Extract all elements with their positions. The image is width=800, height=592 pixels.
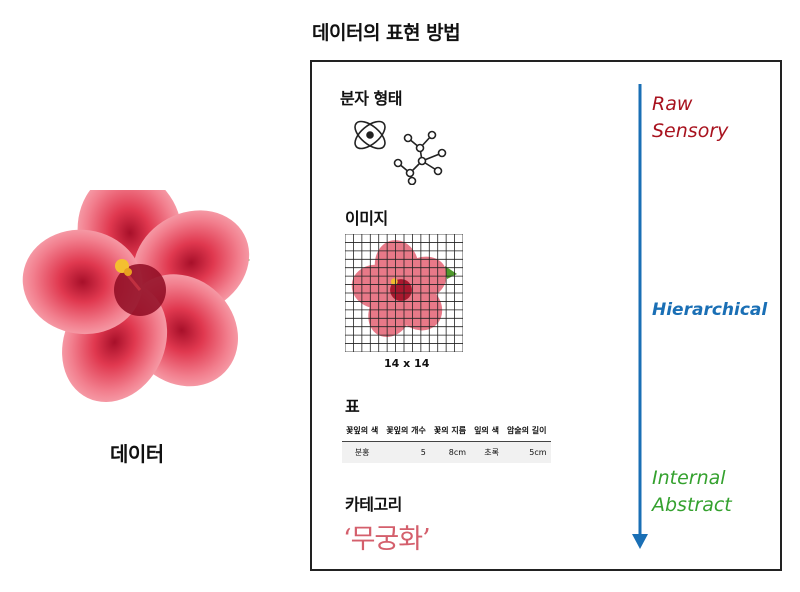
table-header-cell: 잎의 색 bbox=[470, 423, 503, 442]
table-header-row: 꽃잎의 색 꽃잎의 개수 꽃의 지름 잎의 색 암술의 길이 bbox=[342, 423, 551, 442]
table-header-cell: 꽃잎의 색 bbox=[342, 423, 383, 442]
table-cell: 8cm bbox=[429, 441, 471, 463]
raw-label-line1: Raw bbox=[652, 93, 693, 115]
molecule-structure-icon bbox=[393, 130, 447, 185]
table-header-cell: 꽃의 지름 bbox=[429, 423, 471, 442]
page-title: 데이터의 표현 방법 bbox=[312, 22, 461, 44]
abstraction-arrow bbox=[632, 84, 648, 549]
raw-label-line2: Sensory bbox=[652, 120, 729, 142]
table-cell: 5 bbox=[382, 441, 430, 463]
table-cell: 5cm bbox=[502, 441, 551, 463]
molecule-icons bbox=[354, 120, 447, 185]
table-header-cell: 암술의 길이 bbox=[502, 423, 551, 442]
hibiscus-flower-image bbox=[22, 190, 250, 403]
pixel-grid-image bbox=[345, 234, 463, 352]
table-cell: 초록 bbox=[470, 441, 503, 463]
table-cell: 분홍 bbox=[342, 441, 383, 463]
representation-panel bbox=[310, 60, 782, 571]
table-section-title: 표 bbox=[345, 397, 360, 416]
data-label: 데이터 bbox=[110, 442, 164, 466]
table-header-cell: 꽃잎의 개수 bbox=[382, 423, 430, 442]
molecular-section-title: 분자 형태 bbox=[340, 89, 402, 108]
atom-icon bbox=[354, 120, 386, 150]
internal-abstract-label: Internal Abstract bbox=[652, 465, 732, 519]
internal-label-line2: Abstract bbox=[652, 494, 732, 516]
category-section-title: 카테고리 bbox=[345, 495, 402, 514]
image-section-title: 이미지 bbox=[345, 209, 388, 228]
internal-label-line1: Internal bbox=[652, 467, 726, 489]
table-row: 분홍 5 8cm 초록 5cm bbox=[342, 441, 551, 463]
image-size-caption: 14 x 14 bbox=[384, 357, 430, 370]
hierarchical-label: Hierarchical bbox=[652, 300, 768, 320]
category-value: ‘무궁화’ bbox=[343, 524, 431, 555]
flower-attribute-table: 꽃잎의 색 꽃잎의 개수 꽃의 지름 잎의 색 암술의 길이 분홍 5 8cm … bbox=[342, 423, 551, 463]
raw-sensory-label: Raw Sensory bbox=[652, 91, 728, 145]
